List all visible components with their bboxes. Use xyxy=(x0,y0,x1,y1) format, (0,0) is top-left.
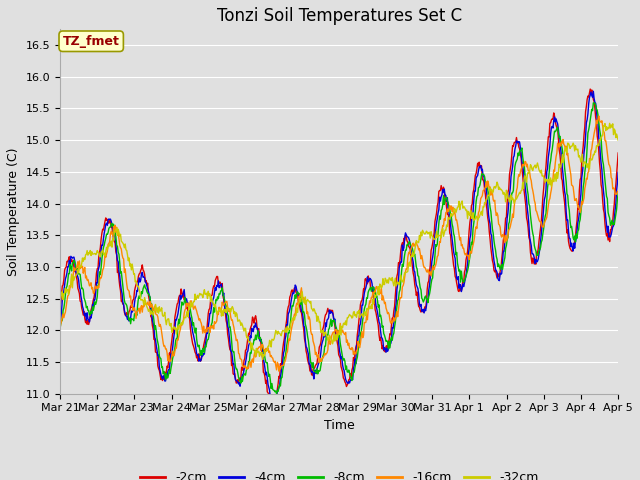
Text: TZ_fmet: TZ_fmet xyxy=(63,35,120,48)
Legend: -2cm, -4cm, -8cm, -16cm, -32cm: -2cm, -4cm, -8cm, -16cm, -32cm xyxy=(135,467,543,480)
X-axis label: Time: Time xyxy=(324,419,355,432)
Y-axis label: Soil Temperature (C): Soil Temperature (C) xyxy=(7,147,20,276)
Title: Tonzi Soil Temperatures Set C: Tonzi Soil Temperatures Set C xyxy=(216,7,461,25)
